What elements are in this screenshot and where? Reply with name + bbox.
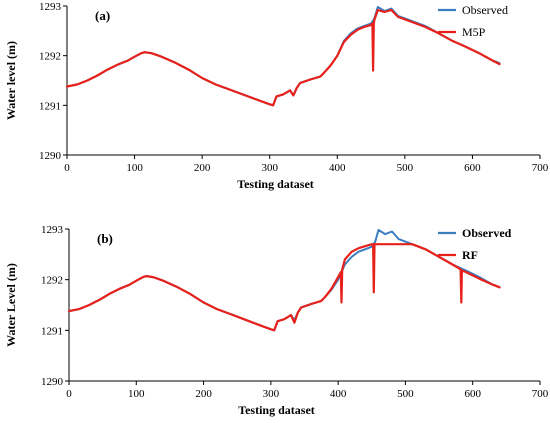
x-tick-label: 0 (66, 388, 72, 400)
panel-label: (a) (95, 8, 110, 23)
legend-label-observed: Observed (462, 3, 508, 17)
x-tick-label: 100 (128, 388, 145, 400)
x-axis-label: Testing dataset (238, 403, 315, 417)
x-tick-label: 100 (126, 162, 143, 174)
chart-panel-1: 1290 1291 1292 1293 0 100 200 300 400 500 600 700 Te… (4, 1, 549, 191)
x-tick-label: 200 (195, 388, 212, 400)
x-tick-label: 400 (330, 388, 347, 400)
x-tick-label: 600 (464, 162, 481, 174)
y-axis-label: Water Level (m) (4, 263, 18, 347)
x-axis-label: Testing dataset (237, 177, 314, 191)
series-line-m5p (65, 8, 501, 107)
x-tick-label: 200 (194, 162, 211, 174)
y-tick-label: 1293 (41, 224, 64, 236)
y-tick-label: 1293 (39, 1, 62, 13)
x-tick-label: 700 (532, 162, 549, 174)
x-tick-label: 500 (397, 388, 414, 400)
panel-label: (b) (97, 231, 113, 246)
y-tick-label: 1292 (39, 51, 61, 63)
x-tick-label: 400 (329, 162, 346, 174)
legend-label-rf: RF (462, 248, 478, 262)
y-tick-label: 1291 (41, 325, 63, 337)
y-tick-label: 1292 (41, 275, 63, 287)
chart-panel-2: 1290 1291 1292 1293 0 100 200 300 400 500 600 700 Te… (4, 224, 549, 417)
x-tick-label: 500 (397, 162, 414, 174)
series-line-rf (67, 243, 501, 332)
x-tick-label: 0 (64, 162, 70, 174)
y-tick-label: 1291 (39, 100, 61, 112)
x-tick-label: 700 (532, 388, 549, 400)
series-line-observed (66, 6, 501, 107)
x-tick-label: 300 (263, 388, 280, 400)
x-tick-label: 300 (261, 162, 278, 174)
x-tick-label: 600 (464, 388, 481, 400)
legend-label-observed: Observed (462, 226, 512, 240)
y-axis-label: Water level (m) (4, 41, 18, 120)
legend-label-m5p: M5P (462, 25, 486, 39)
y-tick-label: 1290 (39, 150, 62, 162)
series-line-observed (68, 229, 501, 332)
y-tick-label: 1290 (41, 376, 64, 388)
